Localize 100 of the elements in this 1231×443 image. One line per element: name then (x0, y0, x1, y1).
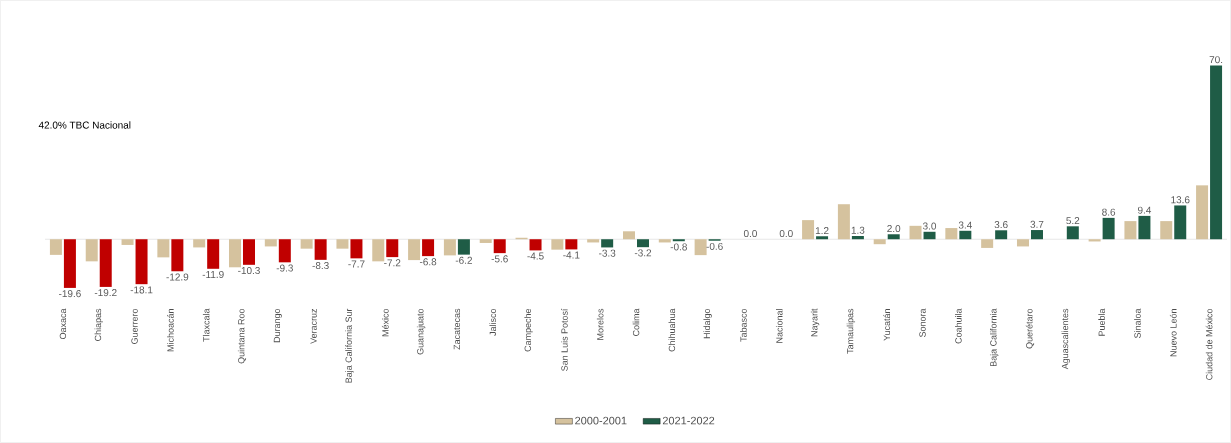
data-label: 1.3 (851, 226, 865, 234)
data-label: 13.6 (1171, 196, 1190, 204)
bar (229, 239, 241, 268)
annotation: 42.0% TBC Nacional (38, 121, 131, 129)
data-label: 3.4 (958, 221, 972, 229)
data-label: -3.2 (634, 249, 652, 257)
x-tick-label: Zacatecas (453, 308, 461, 350)
bar (1124, 221, 1137, 240)
x-tick-label: Guerrero (131, 308, 138, 344)
bar (636, 239, 649, 248)
bar (981, 239, 994, 248)
x-tick-label: Ciudad de México (1205, 308, 1213, 380)
bar (135, 239, 148, 285)
bar (1016, 239, 1029, 247)
bar (1138, 215, 1151, 240)
bar (372, 239, 385, 262)
data-label: -9.3 (276, 264, 293, 272)
bar (816, 236, 829, 240)
bar (1174, 205, 1187, 240)
bar (529, 239, 542, 251)
bar (1030, 230, 1043, 240)
x-tick-label: Campeche (524, 308, 533, 352)
x-tick-label: Durango (273, 308, 282, 343)
data-label: -7.7 (348, 260, 365, 268)
data-label: 0.0 (779, 229, 793, 238)
data-label: -10.3 (238, 267, 260, 275)
x-tick-label: México (381, 308, 389, 337)
bar (422, 239, 435, 257)
bar (551, 239, 564, 250)
bar (873, 239, 886, 245)
x-tick-label: Nacional (775, 309, 783, 343)
x-tick-label: Aguascalientes (1061, 308, 1070, 370)
bar (443, 239, 456, 256)
bar (386, 239, 399, 258)
x-tick-label: Yucatán (883, 309, 891, 341)
data-label: 2.0 (887, 225, 901, 233)
bar (851, 236, 864, 240)
bar (945, 228, 958, 240)
data-label: -18.1 (130, 286, 153, 294)
bar (457, 239, 470, 255)
bar (350, 239, 363, 259)
data-label: -7.2 (384, 259, 401, 267)
data-label: -4.5 (527, 252, 544, 260)
x-tick-label: Jalisco (489, 308, 497, 336)
bar (493, 239, 506, 254)
bar (408, 239, 421, 261)
data-label: 3.7 (1030, 220, 1044, 228)
data-label: 9.4 (1137, 206, 1152, 214)
bar (923, 231, 936, 240)
x-tick-label: Nuevo León (1169, 309, 1177, 357)
bar (49, 239, 62, 255)
data-label: -12.9 (166, 273, 189, 281)
data-label: -11.9 (202, 270, 224, 279)
x-tick-label: Baja California Sur (345, 308, 354, 383)
x-tick-label: Quintana Roo (237, 308, 247, 364)
x-tick-label: Querétaro (1025, 308, 1035, 349)
bar (336, 239, 349, 249)
bar (1196, 185, 1209, 240)
data-label: -5.6 (491, 255, 508, 263)
data-label: -19.2 (94, 289, 117, 297)
bar (264, 239, 277, 247)
data-label: -0.8 (670, 243, 687, 251)
x-tick-label: Morelos (596, 308, 604, 340)
data-label: 0.0 (743, 229, 757, 238)
legend-label: 2000-2001 (575, 416, 627, 425)
x-tick-label: Veracruz (310, 308, 317, 344)
x-tick-label: Coahuila (955, 308, 962, 344)
bar (1066, 226, 1079, 240)
bar (995, 230, 1008, 240)
x-tick-label: Baja California (989, 308, 999, 367)
bar (909, 225, 922, 240)
bar (959, 230, 972, 240)
data-label: -0.6 (706, 242, 723, 250)
data-label: -19.6 (58, 290, 81, 298)
bar (99, 239, 112, 287)
bar (314, 239, 327, 260)
bar (565, 239, 578, 250)
legend-label: 2021-2022 (662, 416, 715, 425)
bar (1160, 221, 1173, 240)
data-label: -4.1 (563, 251, 580, 259)
x-tick-label: Michoacán (167, 309, 174, 352)
bar (207, 239, 220, 269)
bar (587, 239, 600, 243)
x-tick-label: Tlaxcala (202, 308, 210, 342)
x-tick-label: Tabasco (740, 308, 747, 342)
x-tick-label: Hidalgo (703, 308, 712, 339)
bar (887, 234, 900, 240)
data-label: 3.6 (994, 221, 1008, 229)
data-label: 1.2 (815, 227, 829, 235)
bar (837, 204, 850, 240)
data-label: -3.3 (599, 249, 616, 257)
x-tick-label: Chiapas (94, 308, 103, 341)
bar (278, 239, 291, 263)
x-tick-label: Puebla (1098, 308, 1105, 336)
bar (622, 231, 635, 240)
bar (802, 220, 815, 240)
data-label: -8.3 (312, 262, 329, 270)
data-label: 8.6 (1102, 208, 1116, 216)
bar (193, 239, 206, 248)
data-label: -6.2 (455, 256, 472, 264)
